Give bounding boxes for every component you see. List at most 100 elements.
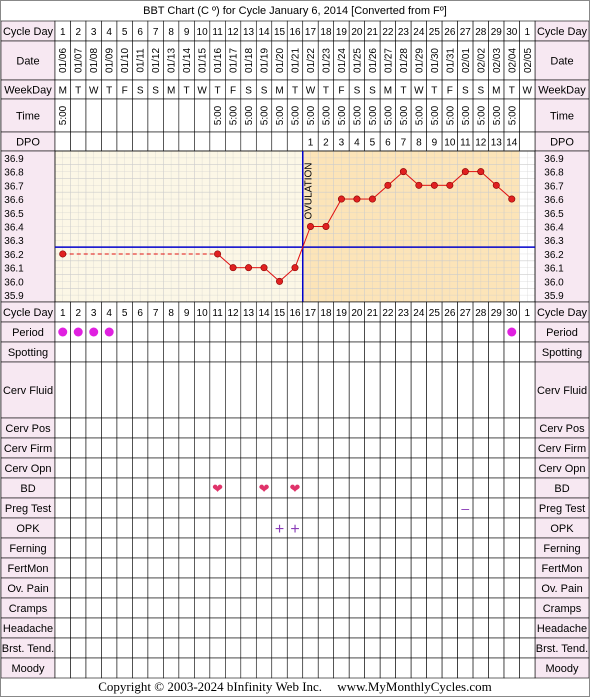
cerv-fluid-cell [240, 361, 257, 419]
preg-test-cell [255, 497, 273, 519]
cramps-cell [54, 597, 71, 619]
weekday-value: T [75, 86, 81, 97]
spotting-cell [410, 341, 427, 363]
cerv-pos-cell [441, 417, 458, 439]
brst-tend-cell [85, 637, 102, 659]
date-value: 01/27 [383, 48, 394, 73]
cerv-pos-cell [410, 417, 427, 439]
ferning-cell [255, 537, 273, 559]
preg-test-cell [240, 497, 257, 519]
period-marker [73, 327, 83, 337]
weekday-value: W [197, 86, 207, 97]
brst-tend-cell [163, 637, 180, 659]
preg-test-cell [395, 497, 412, 519]
spotting-cell [519, 341, 536, 363]
cerv-fluid-cell [271, 361, 288, 419]
preg-test-cell [70, 497, 87, 519]
ferning-cell [54, 537, 71, 559]
headache-cell [410, 617, 427, 639]
spotting-cell [457, 341, 474, 363]
preg-test-label-left: Preg Test [5, 503, 51, 515]
spotting-cell [101, 341, 118, 363]
temperature-point [399, 168, 407, 176]
dpo-cell [178, 131, 195, 152]
bd-heart-icon: ❤ [212, 481, 223, 496]
y-tick-label-left: 36.2 [4, 250, 24, 261]
time-cell [85, 98, 102, 133]
weekday-value: F [122, 86, 128, 97]
cerv-pos-cell [54, 417, 71, 439]
dpo-cell [519, 131, 536, 152]
cerv-opn-cell [441, 457, 458, 479]
bd-cell [116, 477, 133, 499]
preg-test-negative-icon: – [461, 500, 469, 516]
spotting-cell [147, 341, 164, 363]
cycle-day-value: 9 [184, 308, 190, 319]
headache-cell [271, 617, 288, 639]
fertmon-cell [255, 557, 273, 579]
moody-cell [255, 657, 273, 679]
period-cell [147, 321, 164, 343]
cycle-day-value: 24 [413, 308, 425, 319]
fertmon-label-right: FertMon [542, 563, 583, 575]
period-label-right: Period [546, 327, 578, 339]
bd-cell [488, 477, 505, 499]
cerv-firm-cell [209, 437, 226, 459]
headache-cell [70, 617, 87, 639]
period-cell [240, 321, 257, 343]
cerv-opn-cell [348, 457, 365, 479]
bd-cell [348, 477, 365, 499]
ferning-cell [101, 537, 118, 559]
preg-test-cell [379, 497, 396, 519]
preg-test-cell [286, 497, 304, 519]
brst-tend-cell [395, 637, 412, 659]
time-value: 5:00 [58, 105, 69, 125]
cerv-firm-cell [488, 437, 505, 459]
fertmon-cell [54, 557, 71, 579]
cerv-pos-cell [209, 417, 226, 439]
bd-cell [240, 477, 257, 499]
cramps-cell [348, 597, 365, 619]
fertmon-cell [519, 557, 536, 579]
moody-cell [101, 657, 118, 679]
weekday-label-left: WeekDay [4, 85, 52, 97]
cerv-pos-cell [379, 417, 396, 439]
weekday-value: F [447, 86, 453, 97]
y-tick-label-left: 36.4 [4, 223, 24, 234]
cramps-cell [286, 597, 304, 619]
moody-cell [364, 657, 381, 679]
cerv-opn-cell [488, 457, 505, 479]
period-cell [132, 321, 149, 343]
cerv-fluid-cell [116, 361, 133, 419]
y-tick-label-right: 35.9 [544, 291, 564, 302]
cerv-pos-cell [132, 417, 149, 439]
cerv-opn-cell [163, 457, 180, 479]
cycle-day-label-right: Cycle Day [537, 307, 588, 319]
time-value: 5:00 [383, 105, 394, 125]
cycle_day-value: 4 [106, 27, 112, 38]
cerv-firm-cell [194, 437, 211, 459]
bd-heart-icon: ❤ [259, 481, 270, 496]
dpo-cell [163, 131, 180, 152]
dpo-value: 13 [491, 138, 503, 149]
moody-cell [209, 657, 226, 679]
spotting-cell [379, 341, 396, 363]
cerv-pos-cell [348, 417, 365, 439]
cerv-pos-cell [472, 417, 489, 439]
time-cell [519, 98, 536, 133]
cycle_day-value: 9 [184, 27, 190, 38]
cramps-cell [441, 597, 458, 619]
fertmon-cell [240, 557, 257, 579]
cerv-opn-cell [225, 457, 242, 479]
weekday-value: S [245, 86, 252, 97]
temperature-point [446, 181, 454, 189]
headache-cell [194, 617, 211, 639]
moody-label-right: Moody [545, 663, 579, 675]
site-link[interactable]: www.MyMonthlyCycles.com [337, 679, 492, 694]
weekday-label-right: WeekDay [538, 85, 586, 97]
period-label-left: Period [12, 327, 44, 339]
ferning-cell [194, 537, 211, 559]
cerv-fluid-cell [317, 361, 335, 419]
temperature-point [322, 223, 330, 231]
cramps-cell [209, 597, 226, 619]
